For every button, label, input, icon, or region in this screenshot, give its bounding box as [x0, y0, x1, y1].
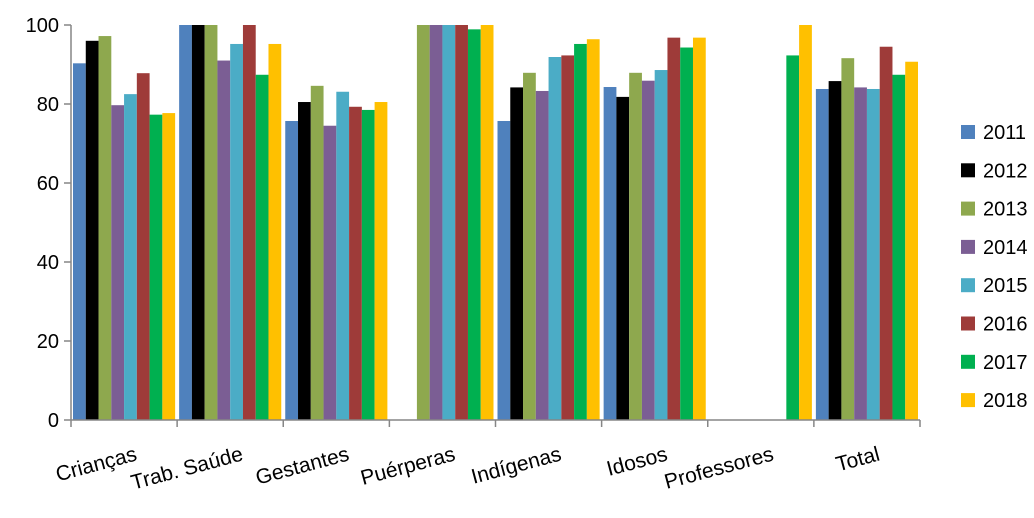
bar-2012-5	[616, 96, 630, 420]
y-tick-label-60: 60	[37, 173, 59, 195]
bar-2013-1	[204, 25, 218, 420]
y-tick-label-0: 0	[48, 410, 59, 432]
legend-swatch-2018	[961, 393, 975, 408]
legend-swatch-2011	[961, 125, 975, 139]
bar-2017-1	[255, 74, 269, 421]
bar-2014-0	[111, 105, 125, 420]
bar-2017-7	[892, 74, 906, 421]
bar-2016-7	[879, 46, 893, 420]
y-tick-label-100: 100	[26, 15, 59, 37]
bar-2015-4	[548, 57, 562, 420]
x-tick-label-5: Idosos	[604, 443, 670, 481]
legend-swatch-2017	[961, 354, 975, 369]
bar-2018-6	[799, 25, 812, 420]
x-tick-label-2: Gestantes	[253, 443, 351, 490]
legend-label-2011: 2011	[983, 122, 1026, 144]
bar-2014-1	[217, 60, 231, 421]
bar-2018-0	[162, 113, 176, 420]
x-tick-label-6: Professores	[662, 443, 776, 494]
bar-2012-2	[298, 102, 311, 421]
bar-2017-3	[467, 29, 481, 421]
bar-2013-7	[841, 58, 855, 421]
bar-2015-3	[442, 25, 456, 420]
bar-2012-7	[828, 81, 842, 420]
bar-2013-5	[629, 72, 642, 421]
bar-2011-2	[285, 120, 299, 421]
legend-label-2018: 2018	[983, 390, 1028, 412]
bar-2011-1	[179, 25, 192, 420]
bar-2012-0	[85, 40, 99, 421]
x-tick-label-0: Crianças	[53, 443, 139, 487]
legend-label-2013: 2013	[983, 199, 1028, 221]
y-tick-label-40: 40	[37, 252, 59, 274]
bar-2013-3	[416, 25, 430, 420]
y-tick-label-80: 80	[37, 94, 59, 116]
bar-2017-5	[680, 47, 693, 421]
bar-2018-3	[480, 25, 494, 420]
bar-2016-5	[667, 37, 681, 420]
legend-swatch-2013	[961, 201, 975, 216]
bar-2017-2	[361, 109, 375, 421]
legend-label-2014: 2014	[983, 237, 1028, 259]
bar-2014-7	[854, 87, 867, 420]
bar-2016-4	[561, 55, 575, 421]
bar-2017-0	[149, 114, 163, 420]
bar-2015-5	[654, 70, 668, 420]
bar-2013-0	[98, 36, 112, 421]
bar-2013-2	[310, 85, 324, 420]
bar-2012-4	[510, 87, 524, 420]
legend-label-2016: 2016	[983, 314, 1028, 336]
bar-2011-5	[603, 87, 617, 420]
bar-2018-2	[374, 102, 388, 421]
x-tick-label-3: Puérperas	[358, 443, 458, 490]
bar-2016-3	[455, 25, 468, 420]
bar-2015-7	[866, 88, 880, 421]
bar-2017-6	[786, 55, 800, 421]
x-tick-label-1: Trab. Saúde	[129, 443, 246, 495]
bar-2018-1	[268, 43, 282, 421]
bar-2017-4	[574, 43, 587, 421]
bar-2011-0	[73, 63, 86, 421]
legend-label-2012: 2012	[983, 160, 1028, 182]
bar-2014-2	[323, 125, 337, 420]
legend-swatch-2015	[961, 278, 975, 293]
bar-2013-4	[523, 72, 536, 421]
bar-2015-1	[230, 43, 243, 421]
legend-swatch-2012	[961, 163, 975, 178]
legend-label-2017: 2017	[983, 352, 1028, 374]
bar-2012-1	[191, 25, 205, 420]
bar-2016-1	[242, 25, 256, 420]
x-tick-label-7: Total	[833, 443, 882, 477]
bar-2018-4	[586, 39, 600, 420]
bars-layer	[73, 25, 918, 421]
bar-2014-3	[429, 25, 443, 420]
x-tick-label-4: Indígenas	[469, 443, 564, 489]
legend-swatch-2016	[961, 316, 975, 331]
bar-2014-4	[535, 90, 549, 420]
bar-2011-7	[815, 88, 829, 421]
bar-2018-5	[692, 37, 706, 420]
bar-2018-7	[905, 61, 918, 421]
y-tick-label-20: 20	[37, 331, 59, 353]
bar-2016-2	[349, 106, 362, 421]
bar-2014-5	[641, 80, 655, 420]
bar-2015-2	[336, 91, 350, 420]
bar-2011-4	[497, 120, 511, 421]
bar-2015-0	[124, 94, 137, 421]
legend-label-2015: 2015	[983, 275, 1028, 297]
bar-2016-0	[136, 73, 150, 420]
legend: 2011 2012 2013 2014 2015 2016 2017 2018	[961, 122, 1028, 412]
legend-swatch-2014	[961, 239, 975, 254]
